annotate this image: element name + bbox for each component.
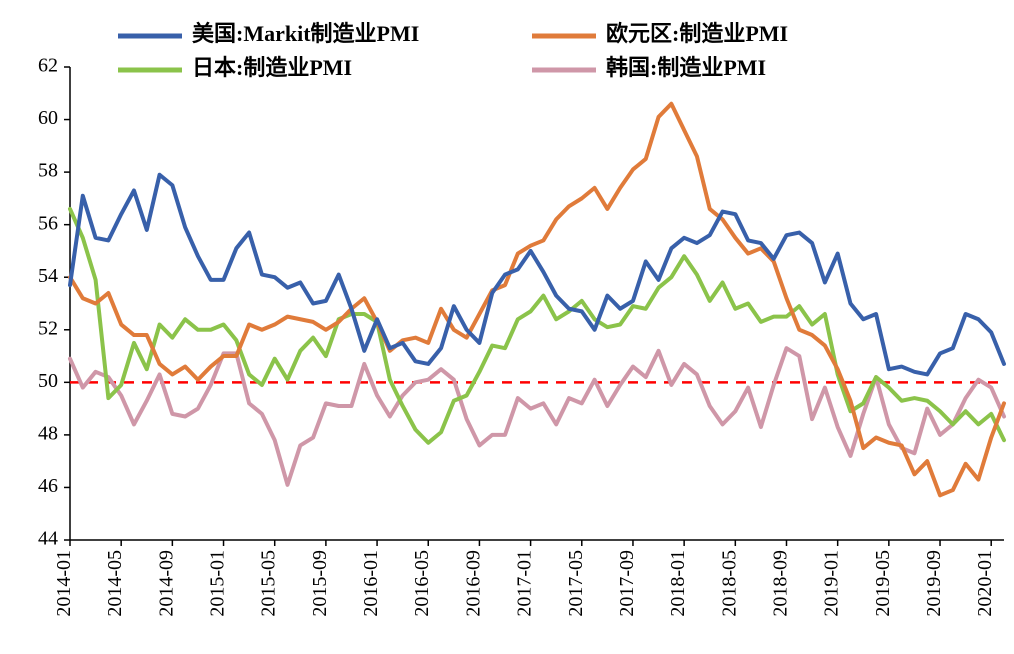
x-tick-label: 2017-05: [565, 550, 587, 617]
y-tick-label: 52: [38, 317, 58, 339]
y-tick-label: 60: [38, 107, 58, 129]
legend-label-jp: 日本:制造业PMI: [192, 55, 352, 80]
y-tick-label: 46: [38, 475, 58, 497]
x-tick-label: 2014-09: [155, 550, 177, 617]
x-tick-label: 2017-01: [514, 550, 536, 617]
x-tick-label: 2018-05: [718, 550, 740, 617]
x-tick-label: 2017-09: [616, 550, 638, 617]
y-tick-label: 54: [38, 265, 58, 287]
y-tick-label: 62: [38, 55, 58, 77]
legend-label-us: 美国:Markit制造业PMI: [192, 21, 419, 46]
x-tick-label: 2020-01: [974, 550, 996, 617]
x-tick-label: 2016-01: [360, 550, 382, 617]
x-tick-label: 2018-01: [667, 550, 689, 617]
x-tick-label: 2014-01: [53, 550, 75, 617]
x-tick-label: 2019-09: [923, 550, 945, 617]
x-tick-label: 2014-05: [104, 550, 126, 617]
y-tick-label: 50: [38, 370, 58, 392]
legend-label-eu: 欧元区:制造业PMI: [606, 21, 788, 46]
pmi-line-chart: 44 46 48 50 52 54 56 58 60 62 2014-01 2014-05 2014-0…: [0, 0, 1014, 654]
y-tick-label: 44: [38, 528, 58, 550]
y-tick-label: 56: [38, 212, 58, 234]
y-tick-label: 58: [38, 160, 58, 182]
x-tick-label: 2016-05: [411, 550, 433, 617]
chart-svg: 44 46 48 50 52 54 56 58 60 62 2014-01 2014-05 2014-0…: [0, 0, 1014, 654]
x-tick-label: 2015-05: [258, 550, 280, 617]
x-tick-label: 2016-09: [462, 550, 484, 617]
y-tick-label: 48: [38, 422, 58, 444]
x-tick-label: 2019-01: [821, 550, 843, 617]
legend-label-kr: 韩国:制造业PMI: [606, 55, 766, 80]
x-tick-label: 2015-01: [207, 550, 229, 617]
x-tick-label: 2015-09: [309, 550, 331, 617]
x-tick-label: 2018-09: [769, 550, 791, 617]
x-tick-label: 2019-05: [872, 550, 894, 617]
